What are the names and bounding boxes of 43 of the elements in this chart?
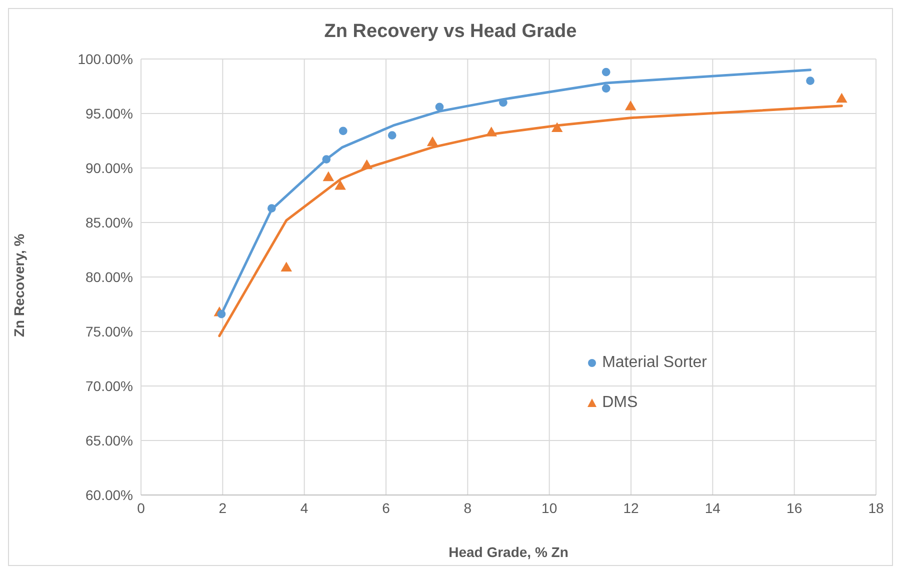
x-axis-title: Head Grade, % Zn xyxy=(448,544,568,560)
x-tick-label: 10 xyxy=(542,500,558,516)
legend-label: Material Sorter xyxy=(601,354,707,372)
point xyxy=(334,180,346,190)
y-tick-label: 60.00% xyxy=(86,486,133,503)
point xyxy=(338,126,348,136)
x-tick-label: 16 xyxy=(786,500,802,516)
legend-label: DMS xyxy=(601,394,639,412)
point xyxy=(435,102,444,112)
y-tick-label: 80.00% xyxy=(86,268,133,285)
point xyxy=(322,155,331,164)
point xyxy=(602,68,610,76)
y-tick-label: 65.00% xyxy=(86,432,133,448)
point xyxy=(836,92,848,103)
x-tick-label: 2 xyxy=(218,500,227,516)
point xyxy=(322,171,334,182)
point xyxy=(499,98,508,107)
point xyxy=(602,84,610,93)
x-tick-label: 6 xyxy=(382,500,390,516)
y-axis-title: Zn Recovery, % xyxy=(10,233,27,337)
x-tick-label: 8 xyxy=(464,500,472,516)
point xyxy=(426,136,438,146)
point xyxy=(361,159,372,170)
point xyxy=(280,262,292,272)
x-tick-label: 18 xyxy=(868,500,884,516)
y-tick-label: 95.00% xyxy=(86,105,133,122)
point xyxy=(388,131,396,140)
y-tick-label: 70.00% xyxy=(86,378,133,394)
point xyxy=(267,204,276,213)
y-tick-label: 75.00% xyxy=(86,323,133,340)
point xyxy=(624,100,636,110)
x-tick-label: 0 xyxy=(137,500,146,516)
x-tick-label: 4 xyxy=(300,500,308,516)
y-tick-label: 90.00% xyxy=(86,160,133,176)
y-tick-label: 100.00% xyxy=(78,50,133,67)
point xyxy=(806,76,814,85)
y-tick-label: 85.00% xyxy=(86,214,133,230)
x-tick-label: 14 xyxy=(704,500,721,516)
point xyxy=(486,126,497,136)
chart-title: Zn Recovery vs Head Grade xyxy=(323,21,578,43)
x-tick-label: 12 xyxy=(623,500,639,516)
line-series xyxy=(218,104,843,338)
point xyxy=(551,122,563,132)
